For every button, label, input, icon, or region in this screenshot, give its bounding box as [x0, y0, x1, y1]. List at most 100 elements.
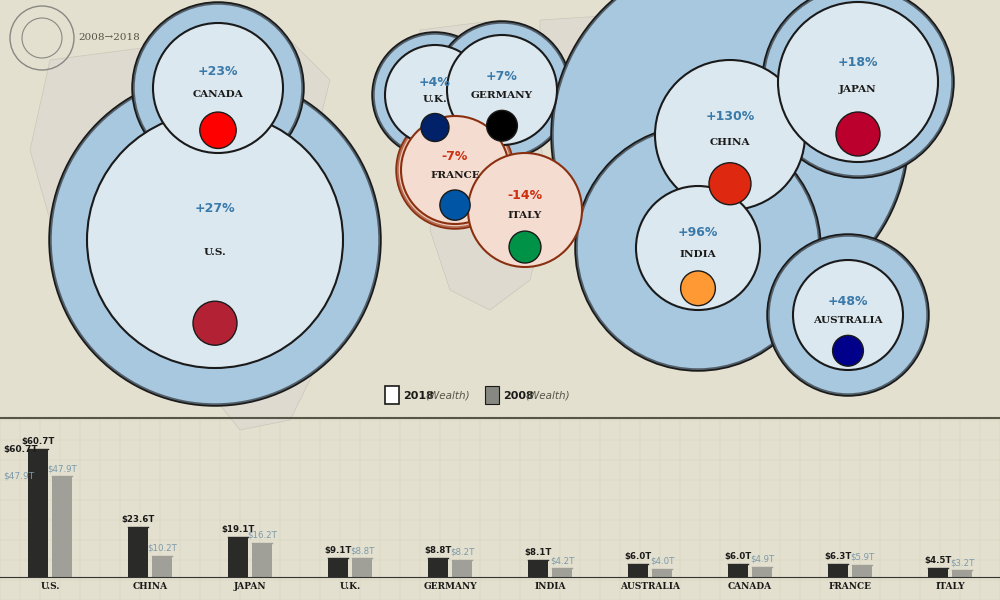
Text: $9.1T: $9.1T — [324, 546, 352, 555]
Polygon shape — [30, 30, 330, 320]
Bar — [452, 560, 472, 577]
Text: -14%: -14% — [507, 189, 543, 202]
Circle shape — [475, 160, 575, 260]
Circle shape — [487, 110, 517, 141]
Circle shape — [655, 60, 805, 210]
Text: $10.2T: $10.2T — [147, 544, 177, 553]
Text: 2018: 2018 — [403, 391, 434, 401]
Text: U.K.: U.K. — [339, 582, 361, 591]
Circle shape — [709, 163, 751, 205]
Text: $6.3T: $6.3T — [824, 552, 852, 561]
Text: FRANCE: FRANCE — [828, 582, 872, 591]
Circle shape — [440, 190, 470, 220]
Circle shape — [778, 2, 938, 162]
Text: AUSTRALIA: AUSTRALIA — [813, 316, 883, 325]
Circle shape — [447, 35, 557, 145]
Text: AUSTRALIA: AUSTRALIA — [620, 582, 680, 591]
Text: $8.2T: $8.2T — [450, 548, 474, 557]
Bar — [928, 568, 948, 577]
Bar — [328, 558, 348, 577]
Bar — [128, 527, 148, 577]
Circle shape — [552, 0, 908, 313]
Text: U.S.: U.S. — [40, 582, 60, 591]
Bar — [228, 537, 248, 577]
Text: (Wealth): (Wealth) — [425, 391, 470, 401]
Circle shape — [193, 301, 237, 345]
Text: +48%: +48% — [828, 295, 868, 308]
Text: JAPAN: JAPAN — [839, 85, 877, 94]
Text: +23%: +23% — [198, 65, 238, 78]
Text: U.K.: U.K. — [423, 95, 447, 104]
Circle shape — [576, 126, 820, 370]
Bar — [528, 560, 548, 577]
Text: $4.0T: $4.0T — [650, 557, 674, 566]
Text: CHINA: CHINA — [132, 582, 168, 591]
Text: CANADA: CANADA — [728, 582, 772, 591]
Bar — [552, 568, 572, 577]
Text: JAPAN: JAPAN — [234, 582, 266, 591]
Circle shape — [552, 0, 908, 313]
Text: +18%: +18% — [838, 55, 878, 68]
Text: $60.7T: $60.7T — [21, 437, 55, 446]
Text: INDIA: INDIA — [680, 250, 716, 259]
Polygon shape — [540, 10, 860, 180]
Text: 2008: 2008 — [503, 391, 534, 401]
Circle shape — [836, 112, 880, 156]
Bar — [352, 559, 372, 577]
Bar — [828, 564, 848, 577]
Text: +96%: +96% — [678, 226, 718, 239]
Bar — [52, 476, 72, 577]
Text: FRANCE: FRANCE — [430, 171, 480, 180]
Text: ITALY: ITALY — [508, 211, 542, 220]
Text: +7%: +7% — [486, 70, 518, 83]
Text: $19.1T: $19.1T — [221, 525, 255, 534]
Bar — [628, 565, 648, 577]
Text: $6.0T: $6.0T — [724, 553, 752, 562]
Circle shape — [833, 335, 863, 366]
Text: CHINA: CHINA — [710, 138, 750, 147]
Bar — [952, 570, 972, 577]
Circle shape — [763, 0, 953, 177]
Text: GERMANY: GERMANY — [423, 582, 477, 591]
Circle shape — [87, 112, 343, 368]
Circle shape — [636, 186, 760, 310]
Text: -7%: -7% — [442, 150, 468, 163]
Circle shape — [768, 235, 928, 395]
Bar — [652, 569, 672, 577]
Text: $8.8T: $8.8T — [350, 547, 374, 556]
Circle shape — [421, 113, 449, 142]
Circle shape — [468, 153, 582, 267]
Circle shape — [200, 112, 236, 148]
Text: U.S.: U.S. — [204, 248, 226, 257]
Circle shape — [401, 116, 509, 224]
Bar — [0, 0, 1000, 418]
Circle shape — [509, 231, 541, 263]
Text: $47.9T: $47.9T — [3, 472, 34, 481]
Text: ITALY: ITALY — [935, 582, 965, 591]
Text: $6.0T: $6.0T — [624, 553, 652, 562]
Circle shape — [50, 75, 380, 405]
Circle shape — [475, 160, 575, 260]
Text: $8.1T: $8.1T — [524, 548, 552, 557]
Polygon shape — [420, 20, 540, 120]
Bar — [752, 566, 772, 577]
Circle shape — [434, 22, 570, 158]
Text: +27%: +27% — [195, 202, 235, 214]
Bar — [428, 559, 448, 577]
Bar — [852, 565, 872, 577]
Circle shape — [133, 3, 303, 173]
Circle shape — [153, 23, 283, 153]
Circle shape — [373, 33, 497, 157]
Bar — [252, 543, 272, 577]
Text: 2008→2018: 2008→2018 — [78, 34, 140, 43]
Text: GERMANY: GERMANY — [471, 91, 533, 100]
Text: $4.9T: $4.9T — [750, 554, 774, 563]
Circle shape — [681, 271, 715, 305]
Circle shape — [763, 0, 953, 177]
Circle shape — [768, 235, 928, 395]
Text: (Wealth): (Wealth) — [525, 391, 570, 401]
Text: +130%: +130% — [705, 110, 755, 123]
Bar — [28, 449, 48, 577]
Circle shape — [50, 75, 380, 405]
Text: +4%: +4% — [419, 76, 451, 89]
